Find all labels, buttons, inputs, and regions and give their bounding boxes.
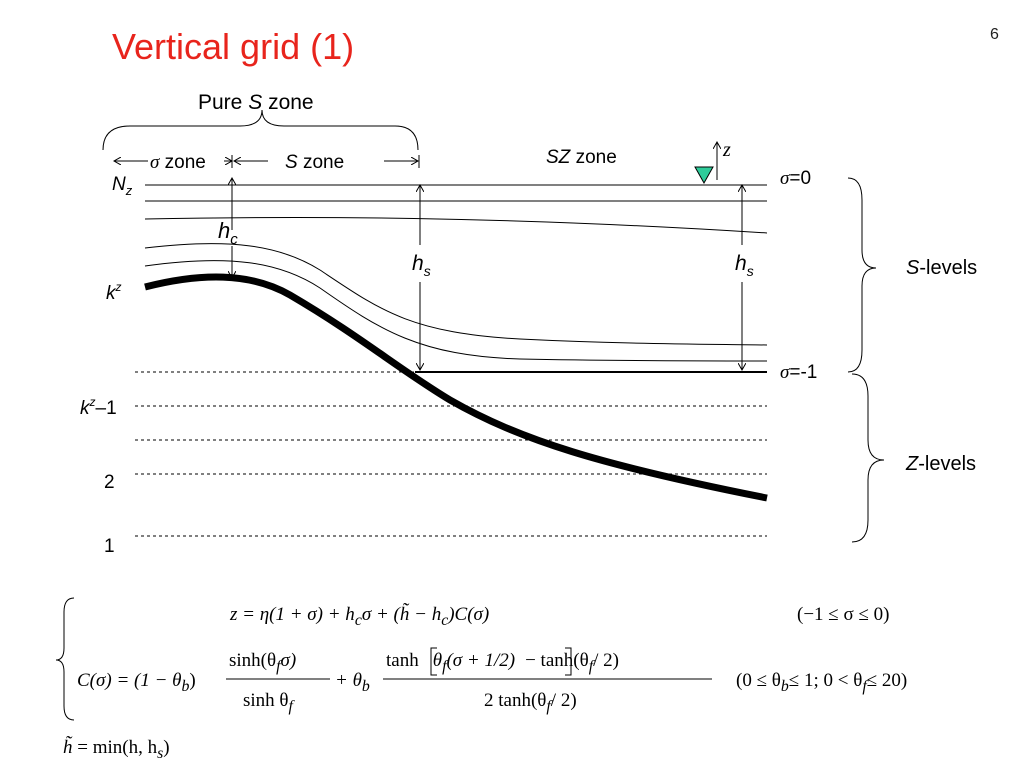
sea-surface-marker [694,166,714,185]
s-zone-label: S zone [285,152,344,173]
fraction-1-denominator: sinh θf [243,690,293,715]
s-level-5 [144,260,768,362]
bathymetry-curve [144,273,768,502]
fraction-2-numerator: tanh θf(σ + 1/2) − tanh(θf/ 2) [386,650,619,675]
s-level-4 [144,243,768,346]
equation-1: z = η(1 + σ) + hcσ + (h̃ − hc)C(σ) [230,604,490,629]
sigma-zone-label: σ zone [150,152,206,173]
sz-zone-label: SZ zone [546,147,617,168]
fraction-2-denominator: 2 tanh(θf/ 2) [484,690,577,715]
hs-label-middle: hs [412,252,431,279]
s-levels-label: S-levels [906,257,977,279]
level-1-label: 1 [104,536,115,557]
pure-s-zone-brace [102,109,419,151]
sigma-minus-1-label: σ=-1 [780,362,817,383]
nz-label: Nz [112,174,133,198]
pure-s-zone-label: Pure S zone [198,91,314,114]
bracket-left [430,647,437,676]
equation-2-lhs: C(σ) = (1 − θb) [77,670,196,695]
equation-2-condition: (0 ≤ θb≤ 1; 0 < θf≤ 20) [736,670,908,695]
equation-1-condition: (−1 ≤ σ ≤ 0) [797,604,890,625]
slide-title: Vertical grid (1) [112,26,355,67]
fraction-1-numerator: sinh(θfσ) [229,650,297,675]
z-levels-label: Z-levels [905,453,976,475]
hc-label: hc [218,218,238,248]
z-axis-label: z [722,139,731,161]
hs-label-right: hs [735,252,754,279]
equation-brace [55,597,75,721]
z-levels-brace [851,373,885,543]
kz-minus-1-label: kz–1 [80,395,117,419]
level-2-label: 2 [104,472,115,493]
slide-number: 6 [990,26,999,43]
s-levels-brace [847,177,877,373]
kz-label: kz [106,280,122,304]
equation-2-plus: + θb [335,670,370,695]
sigma-0-label: σ=0 [780,168,811,189]
s-level-3 [144,216,768,234]
bracket-right [565,647,572,676]
equation-3: h̃ = min(h, hs) [63,737,170,762]
